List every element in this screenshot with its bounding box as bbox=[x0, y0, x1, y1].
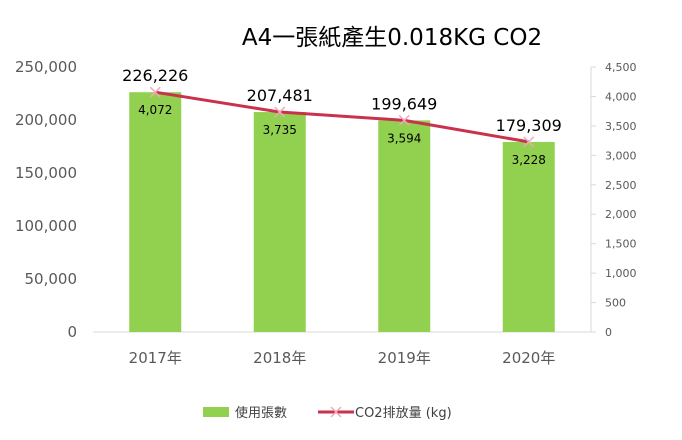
right-axis-tick-label: 2,000 bbox=[605, 208, 637, 221]
co2-point-marker bbox=[523, 136, 535, 148]
bar-data-label: 179,309 bbox=[496, 116, 562, 135]
left-axis-tick-label: 100,000 bbox=[15, 217, 77, 235]
left-axis-tick-label: 200,000 bbox=[15, 111, 77, 129]
right-axis-tick-label: 4,500 bbox=[605, 61, 637, 74]
right-axis-tick-label: 2,500 bbox=[605, 179, 637, 192]
co2-point-marker bbox=[149, 86, 161, 98]
co2-series-line bbox=[155, 90, 530, 144]
bar-data-label: 199,649 bbox=[371, 94, 437, 113]
right-axis-tick-label: 4,000 bbox=[605, 90, 637, 103]
x-axis-tick-label: 2019年 bbox=[378, 349, 431, 367]
right-axis-tick-label: 1,000 bbox=[605, 267, 637, 280]
bar bbox=[129, 92, 182, 332]
right-axis-tick-label: 1,500 bbox=[605, 238, 637, 251]
line-data-label: 3,594 bbox=[387, 131, 421, 145]
right-axis-tick-label: 3,000 bbox=[605, 149, 637, 162]
bar bbox=[502, 141, 555, 332]
x-axis-tick-label: 2018年 bbox=[253, 349, 306, 367]
right-axis-tick-label: 500 bbox=[605, 297, 626, 310]
bar bbox=[253, 112, 306, 333]
left-axis-tick-label: 0 bbox=[67, 323, 77, 341]
legend-swatch-marker bbox=[330, 406, 342, 418]
co2-point-marker bbox=[398, 114, 410, 126]
legend-label-line: CO2排放量 (kg) bbox=[355, 406, 452, 421]
right-axis-tick-label: 0 bbox=[605, 326, 612, 339]
bar-data-label: 226,226 bbox=[122, 66, 188, 85]
line-data-label: 4,072 bbox=[138, 103, 172, 117]
left-axis-tick-label: 150,000 bbox=[15, 164, 77, 182]
line-data-label: 3,735 bbox=[263, 123, 297, 137]
bar bbox=[378, 120, 431, 332]
line-data-label: 3,228 bbox=[512, 153, 546, 167]
legend-label-bar: 使用張數 bbox=[235, 405, 287, 421]
bar-data-label: 207,481 bbox=[247, 86, 313, 105]
legend-swatch-bar bbox=[203, 407, 229, 417]
x-axis-tick-label: 2017年 bbox=[129, 349, 182, 367]
left-axis-tick-label: 50,000 bbox=[25, 270, 78, 288]
right-axis-tick-label: 3,500 bbox=[605, 120, 637, 133]
chart-title: A4一張紙產生0.018KG CO2 bbox=[242, 25, 542, 51]
co2-point-marker bbox=[274, 106, 286, 118]
x-axis-tick-label: 2020年 bbox=[502, 349, 555, 367]
left-axis-tick-label: 250,000 bbox=[15, 58, 77, 76]
